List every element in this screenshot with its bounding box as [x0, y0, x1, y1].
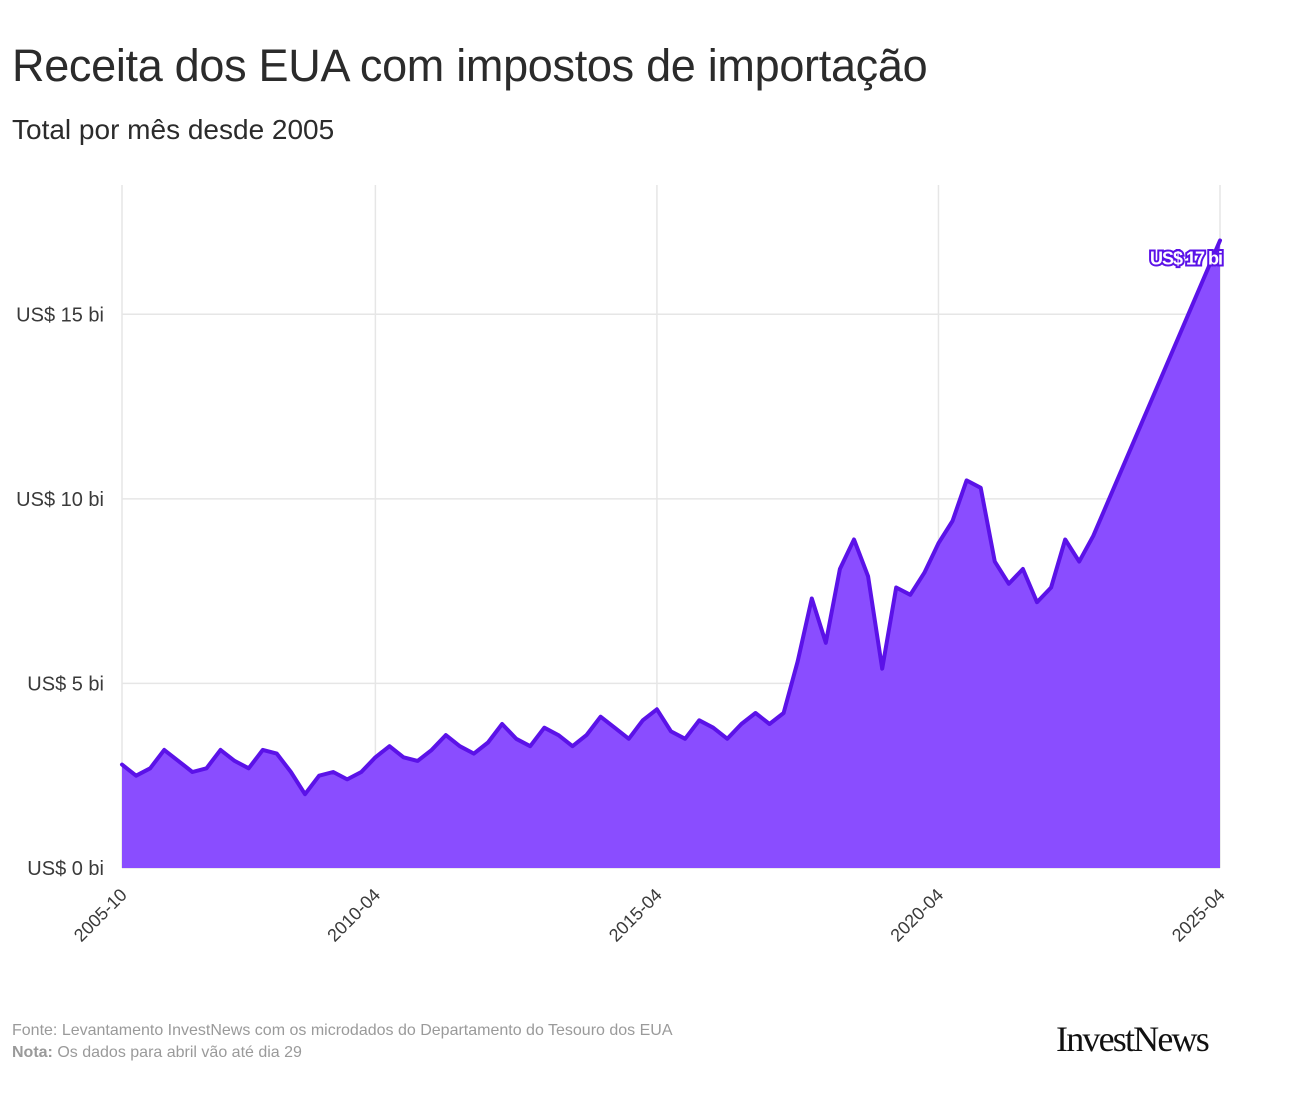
note-line: Nota: Os dados para abril vão até dia 29	[12, 1042, 673, 1064]
note-label: Nota:	[12, 1044, 53, 1061]
area-chart: US$ 0 bi US$ 5 bi US$ 10 bi US$ 15 bi 2005-1…	[16, 185, 1229, 946]
x-tick-label: 2005-10	[70, 885, 131, 946]
chart-footer: Fonte: Levantamento InvestNews com os mi…	[12, 1020, 673, 1064]
x-tick-label: 2020-04	[886, 885, 947, 946]
x-tick-label: 2010-04	[323, 885, 384, 946]
y-tick-label: US$ 15 bi	[16, 304, 104, 326]
note-text: Os dados para abril vão até dia 29	[57, 1044, 302, 1061]
y-tick-label: US$ 10 bi	[16, 489, 104, 511]
y-tick-label: US$ 0 bi	[27, 858, 104, 880]
x-tick-label: 2015-04	[605, 885, 666, 946]
peak-value-label: US$ 17 bi	[1150, 248, 1222, 268]
source-label: Fonte:	[12, 1022, 58, 1039]
series-area-fill	[122, 240, 1220, 868]
chart-title: Receita dos EUA com impostos de importaç…	[12, 40, 928, 91]
y-tick-label: US$ 5 bi	[27, 673, 104, 695]
source-text: Levantamento InvestNews com os microdado…	[61, 1022, 673, 1039]
series-line	[120, 238, 1222, 797]
investnews-logo: InvestNews	[1056, 1019, 1210, 1059]
area-layer	[120, 238, 1222, 868]
x-tick-label: 2025-04	[1168, 885, 1229, 946]
chart-subtitle: Total por mês desde 2005	[12, 114, 335, 145]
source-line: Fonte: Levantamento InvestNews com os mi…	[12, 1020, 673, 1042]
